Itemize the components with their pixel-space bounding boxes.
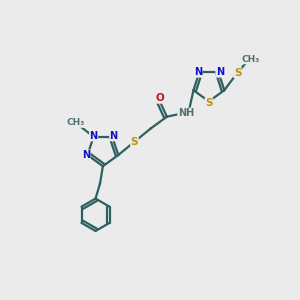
Text: S: S bbox=[234, 68, 241, 78]
Text: CH₃: CH₃ bbox=[67, 118, 85, 127]
Text: N: N bbox=[216, 67, 224, 77]
Text: O: O bbox=[155, 93, 164, 103]
Text: N: N bbox=[194, 67, 202, 77]
Text: N: N bbox=[82, 150, 90, 160]
Text: CH₃: CH₃ bbox=[242, 55, 260, 64]
Text: N: N bbox=[89, 131, 98, 141]
Text: S: S bbox=[131, 137, 138, 147]
Text: NH: NH bbox=[178, 108, 194, 118]
Text: N: N bbox=[110, 131, 118, 141]
Text: S: S bbox=[205, 98, 213, 108]
